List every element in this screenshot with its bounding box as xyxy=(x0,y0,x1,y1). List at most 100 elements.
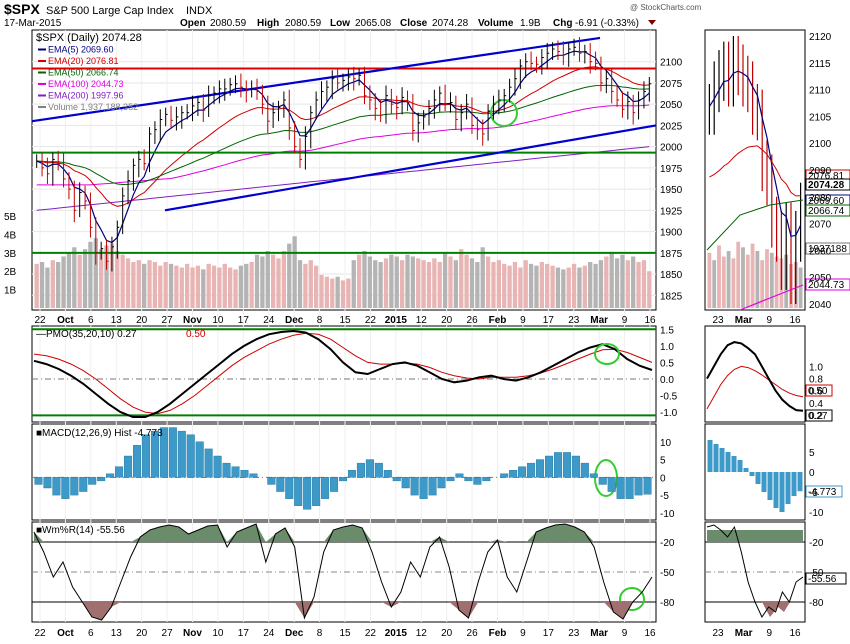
time-tick-label: Mar xyxy=(590,315,608,326)
legend-entry: EMA(100) 2044.73 xyxy=(48,79,124,89)
volume-bar xyxy=(227,267,233,308)
volume-bar xyxy=(281,250,287,308)
volume-bar xyxy=(324,276,330,308)
macd-hist-bar xyxy=(330,477,339,492)
price-tick-label: 1950 xyxy=(660,185,683,196)
inset-macd-value-box xyxy=(805,485,843,498)
macd-hist-bar xyxy=(231,466,240,478)
legend-entry: EMA(20) 2076.81 xyxy=(48,56,119,66)
volume-bar xyxy=(631,256,636,308)
price-tick-label: 2050 xyxy=(660,100,683,111)
wmr-legend: ■Wm%R(14) -55.56 xyxy=(36,525,125,536)
inset-macd-bar xyxy=(749,472,755,476)
volume-bar xyxy=(88,241,93,308)
volume-bar xyxy=(72,247,77,308)
chg-label: Chg xyxy=(553,18,572,29)
volume-bar xyxy=(265,250,270,308)
inset-time-label: 9 xyxy=(767,315,773,326)
inset-volume-bar xyxy=(755,250,760,308)
time-tick-label-bottom: 9 xyxy=(520,628,526,639)
time-tick-label: 20 xyxy=(136,315,148,326)
inset-volume-bar xyxy=(745,254,750,308)
macd-hist-bar xyxy=(204,448,213,478)
inset-macd-value: -4.773 xyxy=(808,487,837,498)
volume-bar xyxy=(485,256,491,308)
macd-hist-bar xyxy=(43,477,52,489)
inset-volume-bar xyxy=(765,249,769,308)
price-tick-label: 1975 xyxy=(660,164,683,175)
macd-hist-bar xyxy=(634,477,643,496)
inset-value-box xyxy=(805,178,850,191)
volume-bar xyxy=(158,265,163,308)
inset-pmo-signal xyxy=(706,365,804,410)
volume-bar xyxy=(609,252,614,308)
time-tick-label: 6 xyxy=(88,315,94,326)
inset-macd-bar xyxy=(737,460,743,472)
inset-wmr-tick: -20 xyxy=(809,538,824,549)
volume-bar xyxy=(270,254,276,308)
macd-hist-bar xyxy=(132,445,142,478)
macd-hist-bar xyxy=(446,477,455,482)
volume-bar xyxy=(142,263,147,308)
volume-tick-label: 1B xyxy=(4,286,17,297)
macd-hist-bar xyxy=(598,477,607,485)
macd-hist-bar xyxy=(294,477,303,506)
inset-ema50-line xyxy=(706,199,804,251)
open-value: 2080.59 xyxy=(210,18,247,29)
volume-bar xyxy=(297,260,303,308)
pmo-signal-legend: 0.50 xyxy=(186,329,206,340)
legend-entry: EMA(50) 2066.74 xyxy=(48,68,119,78)
low-value: 2065.08 xyxy=(355,18,392,29)
legend-entry: Volume 1,937,188,352 xyxy=(48,102,138,112)
inset-value-label: 2044.73 xyxy=(808,280,845,291)
volume-bar xyxy=(330,278,335,308)
price-tick-label: 1925 xyxy=(660,206,683,217)
volume-bar xyxy=(534,265,539,308)
macd-hist-bar xyxy=(562,452,571,478)
inset-macd-bar xyxy=(791,472,797,496)
volume-bar xyxy=(104,245,109,308)
wmr-tick-label: -50 xyxy=(660,568,675,579)
volume-bar xyxy=(367,256,373,308)
volume-bar xyxy=(335,276,340,308)
chart-date: 17-Mar-2015 xyxy=(4,18,62,29)
ema100-line xyxy=(36,104,650,186)
time-tick-label-bottom: 10 xyxy=(212,628,224,639)
volume-bar xyxy=(217,267,222,308)
inset-macd-bar xyxy=(755,472,761,484)
macd-tick-label: 0 xyxy=(660,473,666,484)
volume-bar xyxy=(545,263,550,308)
macd-hist-bar xyxy=(106,473,115,478)
inset-pmo-tick: 1.0 xyxy=(809,362,823,373)
volume-bar xyxy=(389,254,394,308)
volume-bar xyxy=(453,260,459,308)
time-tick-label: 9 xyxy=(622,315,628,326)
volume-bar xyxy=(56,262,61,308)
volume-bar xyxy=(432,258,437,308)
inset-pmo-tick: 0.2 xyxy=(809,411,823,422)
inset-price-tick: 2110 xyxy=(809,86,831,97)
macd-hist-bar xyxy=(285,477,294,499)
symbol: $SPX xyxy=(4,1,40,17)
time-tick-label-bottom: 16 xyxy=(644,628,656,639)
williams-r xyxy=(33,523,653,621)
macd-hist-bar xyxy=(473,477,482,485)
inset-macd-tick: 5 xyxy=(809,448,815,459)
time-tick-label-bottom: 9 xyxy=(622,628,628,639)
inset-value-label: 2074.28 xyxy=(808,180,845,191)
time-tick-label-bottom: 13 xyxy=(111,628,123,639)
volume-bar xyxy=(244,263,249,308)
macd-hist-bar xyxy=(580,462,589,478)
time-tick-label-bottom: Mar xyxy=(590,628,608,639)
high-label: High xyxy=(257,18,279,29)
inset-volume-bar xyxy=(717,245,721,308)
price-tick-label: 2025 xyxy=(660,121,683,132)
volume-bar xyxy=(588,262,593,308)
pmo-line xyxy=(33,329,653,418)
volume-bar xyxy=(168,263,174,308)
time-tick-label: Nov xyxy=(183,315,202,326)
legend-entry: EMA(200) 1997.96 xyxy=(48,91,124,101)
inset-macd-bar xyxy=(785,472,791,504)
inset-macd-bar xyxy=(779,472,785,512)
inset-macd-bar xyxy=(707,440,713,472)
